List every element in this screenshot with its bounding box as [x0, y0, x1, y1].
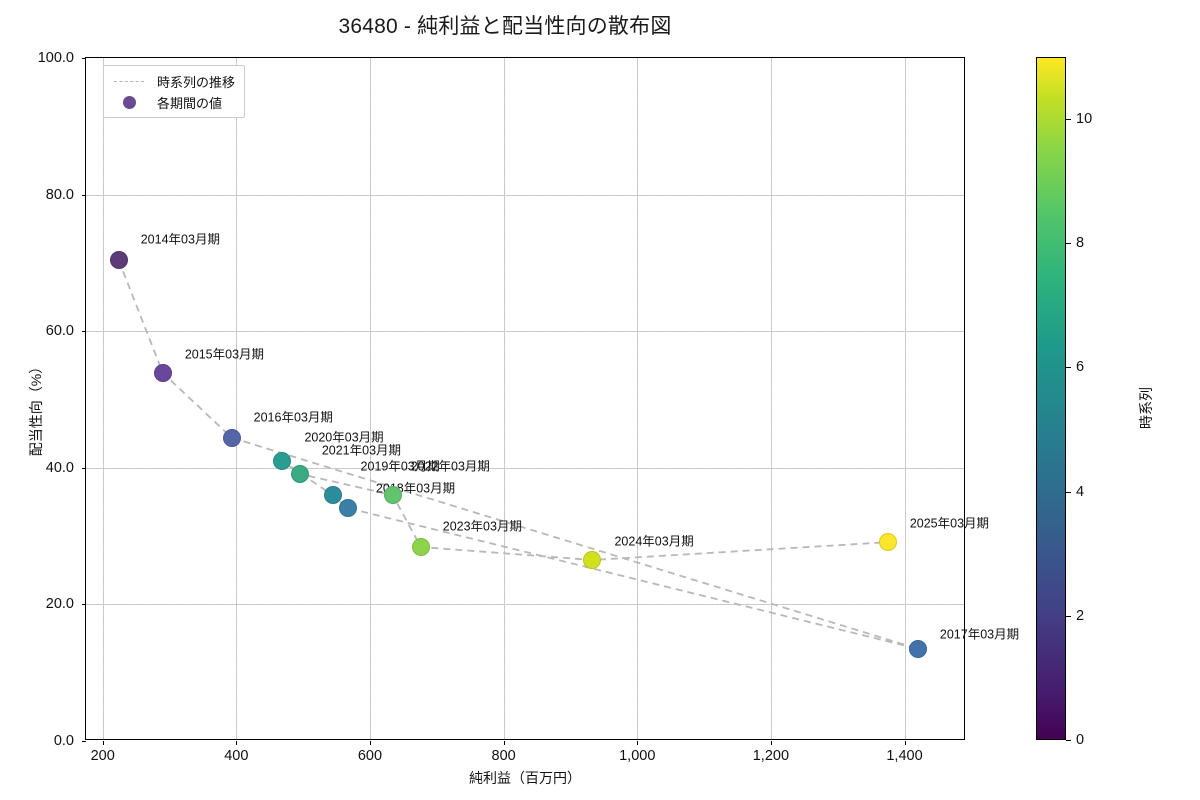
y-tick: [82, 604, 86, 606]
colorbar-tick: [1066, 491, 1071, 493]
data-point-label: 2020年03月期: [304, 430, 384, 445]
colorbar-tick-label: 0: [1076, 732, 1085, 748]
x-tick: [503, 741, 505, 745]
gridline-vertical: [770, 58, 772, 739]
data-point-label: 2019年03月期: [360, 459, 440, 474]
data-point[interactable]: [411, 538, 430, 557]
y-tick-label: 20.0: [45, 596, 74, 613]
x-tick-label: 600: [357, 748, 383, 764]
x-tick-label: 1,200: [752, 748, 790, 764]
colorbar-gradient: [1036, 57, 1066, 740]
colorbar-tick: [1066, 615, 1071, 617]
y-tick: [82, 331, 86, 333]
data-point[interactable]: [290, 464, 309, 483]
x-tick: [637, 741, 639, 745]
y-tick-label: 100.0: [37, 50, 74, 66]
data-point[interactable]: [109, 251, 128, 270]
gridline-horizontal: [86, 331, 964, 333]
gridline-horizontal: [86, 467, 964, 469]
gridline-vertical: [236, 58, 238, 739]
data-point-label: 2025年03月期: [909, 516, 990, 531]
x-tick: [102, 741, 104, 745]
trend-polyline: [117, 259, 919, 650]
data-point-label: 2022年03月期: [410, 459, 490, 474]
x-tick: [236, 741, 238, 745]
data-point[interactable]: [153, 363, 172, 382]
y-tick-label: 40.0: [45, 459, 74, 476]
gridline-vertical: [102, 58, 104, 739]
plot-area: 2014年03月期 2015年03月期 2016年03月期 2017年03月期 2018…: [38, 50, 1019, 764]
x-tick: [904, 741, 906, 745]
gridline-vertical: [904, 58, 906, 739]
colorbar-tick-label: 10: [1076, 111, 1093, 128]
x-tick-label: 800: [491, 748, 516, 764]
x-tick-label: 200: [90, 748, 115, 764]
x-axis-label: 純利益（百万円）: [469, 770, 581, 786]
data-point[interactable]: [583, 551, 602, 569]
gridline-vertical: [503, 58, 505, 739]
colorbar-tick-label: 8: [1076, 235, 1085, 252]
legend-item-values: 各期間の値: [111, 92, 235, 112]
colorbar-tick: [1066, 119, 1071, 121]
colorbar-tick: [1066, 740, 1071, 741]
data-point[interactable]: [383, 486, 402, 505]
data-point-label: 2015年03月期: [184, 347, 265, 362]
data-point-label: 2024年03月期: [614, 534, 694, 549]
gridline-vertical: [369, 58, 371, 739]
x-tick-label: 1,000: [619, 748, 656, 764]
colorbar-title: 時系列: [1138, 387, 1154, 429]
y-axis-label: 配当性向（%）: [28, 359, 44, 457]
data-point[interactable]: [222, 428, 241, 447]
y-tick: [82, 467, 86, 469]
gridline-horizontal: [86, 604, 964, 606]
y-tick: [82, 741, 86, 742]
y-tick-label: 60.0: [45, 323, 74, 340]
dashed-line-icon: [111, 80, 147, 82]
colorbar: 0 2 4 6 8 10: [1036, 57, 1092, 748]
gridline-vertical: [637, 58, 639, 739]
data-point-label: 2021年03月期: [321, 443, 402, 458]
data-point-label: 2014年03月期: [140, 232, 220, 247]
x-tick: [369, 741, 371, 745]
circle-marker-icon: [111, 95, 147, 109]
gridline-horizontal: [86, 194, 964, 196]
data-point-label: 2023年03月期: [442, 519, 522, 534]
x-tick-label: 1,400: [886, 748, 923, 764]
colorbar-tick-label: 2: [1076, 607, 1085, 624]
x-tick-label: 400: [224, 748, 249, 764]
y-tick-label: 0.0: [53, 733, 74, 749]
time-series-trend-line: [117, 259, 919, 650]
data-point[interactable]: [338, 499, 357, 518]
data-point[interactable]: [908, 639, 927, 658]
colorbar-tick-label: 4: [1076, 483, 1085, 500]
y-tick: [82, 58, 86, 59]
legend-label-trend: 時系列の推移: [157, 74, 236, 90]
legend-item-trend: 時系列の推移: [111, 71, 235, 91]
colorbar-tick: [1066, 367, 1071, 369]
colorbar-tick: [1066, 243, 1071, 245]
page-title: 36480 - 純利益と配当性向の散布図: [338, 15, 672, 38]
legend-label-values: 各期間の値: [157, 95, 223, 111]
data-point-label: 2016年03月期: [253, 410, 333, 425]
x-tick: [770, 741, 772, 745]
data-point[interactable]: [878, 533, 897, 552]
colorbar-tick-label: 6: [1076, 359, 1085, 376]
data-point[interactable]: [323, 486, 342, 505]
data-point-label: 2017年03月期: [939, 627, 1020, 642]
y-tick-label: 80.0: [45, 186, 74, 203]
legend: 時系列の推移 各期間の値: [103, 65, 246, 118]
data-point[interactable]: [273, 451, 292, 470]
y-tick: [82, 194, 86, 196]
